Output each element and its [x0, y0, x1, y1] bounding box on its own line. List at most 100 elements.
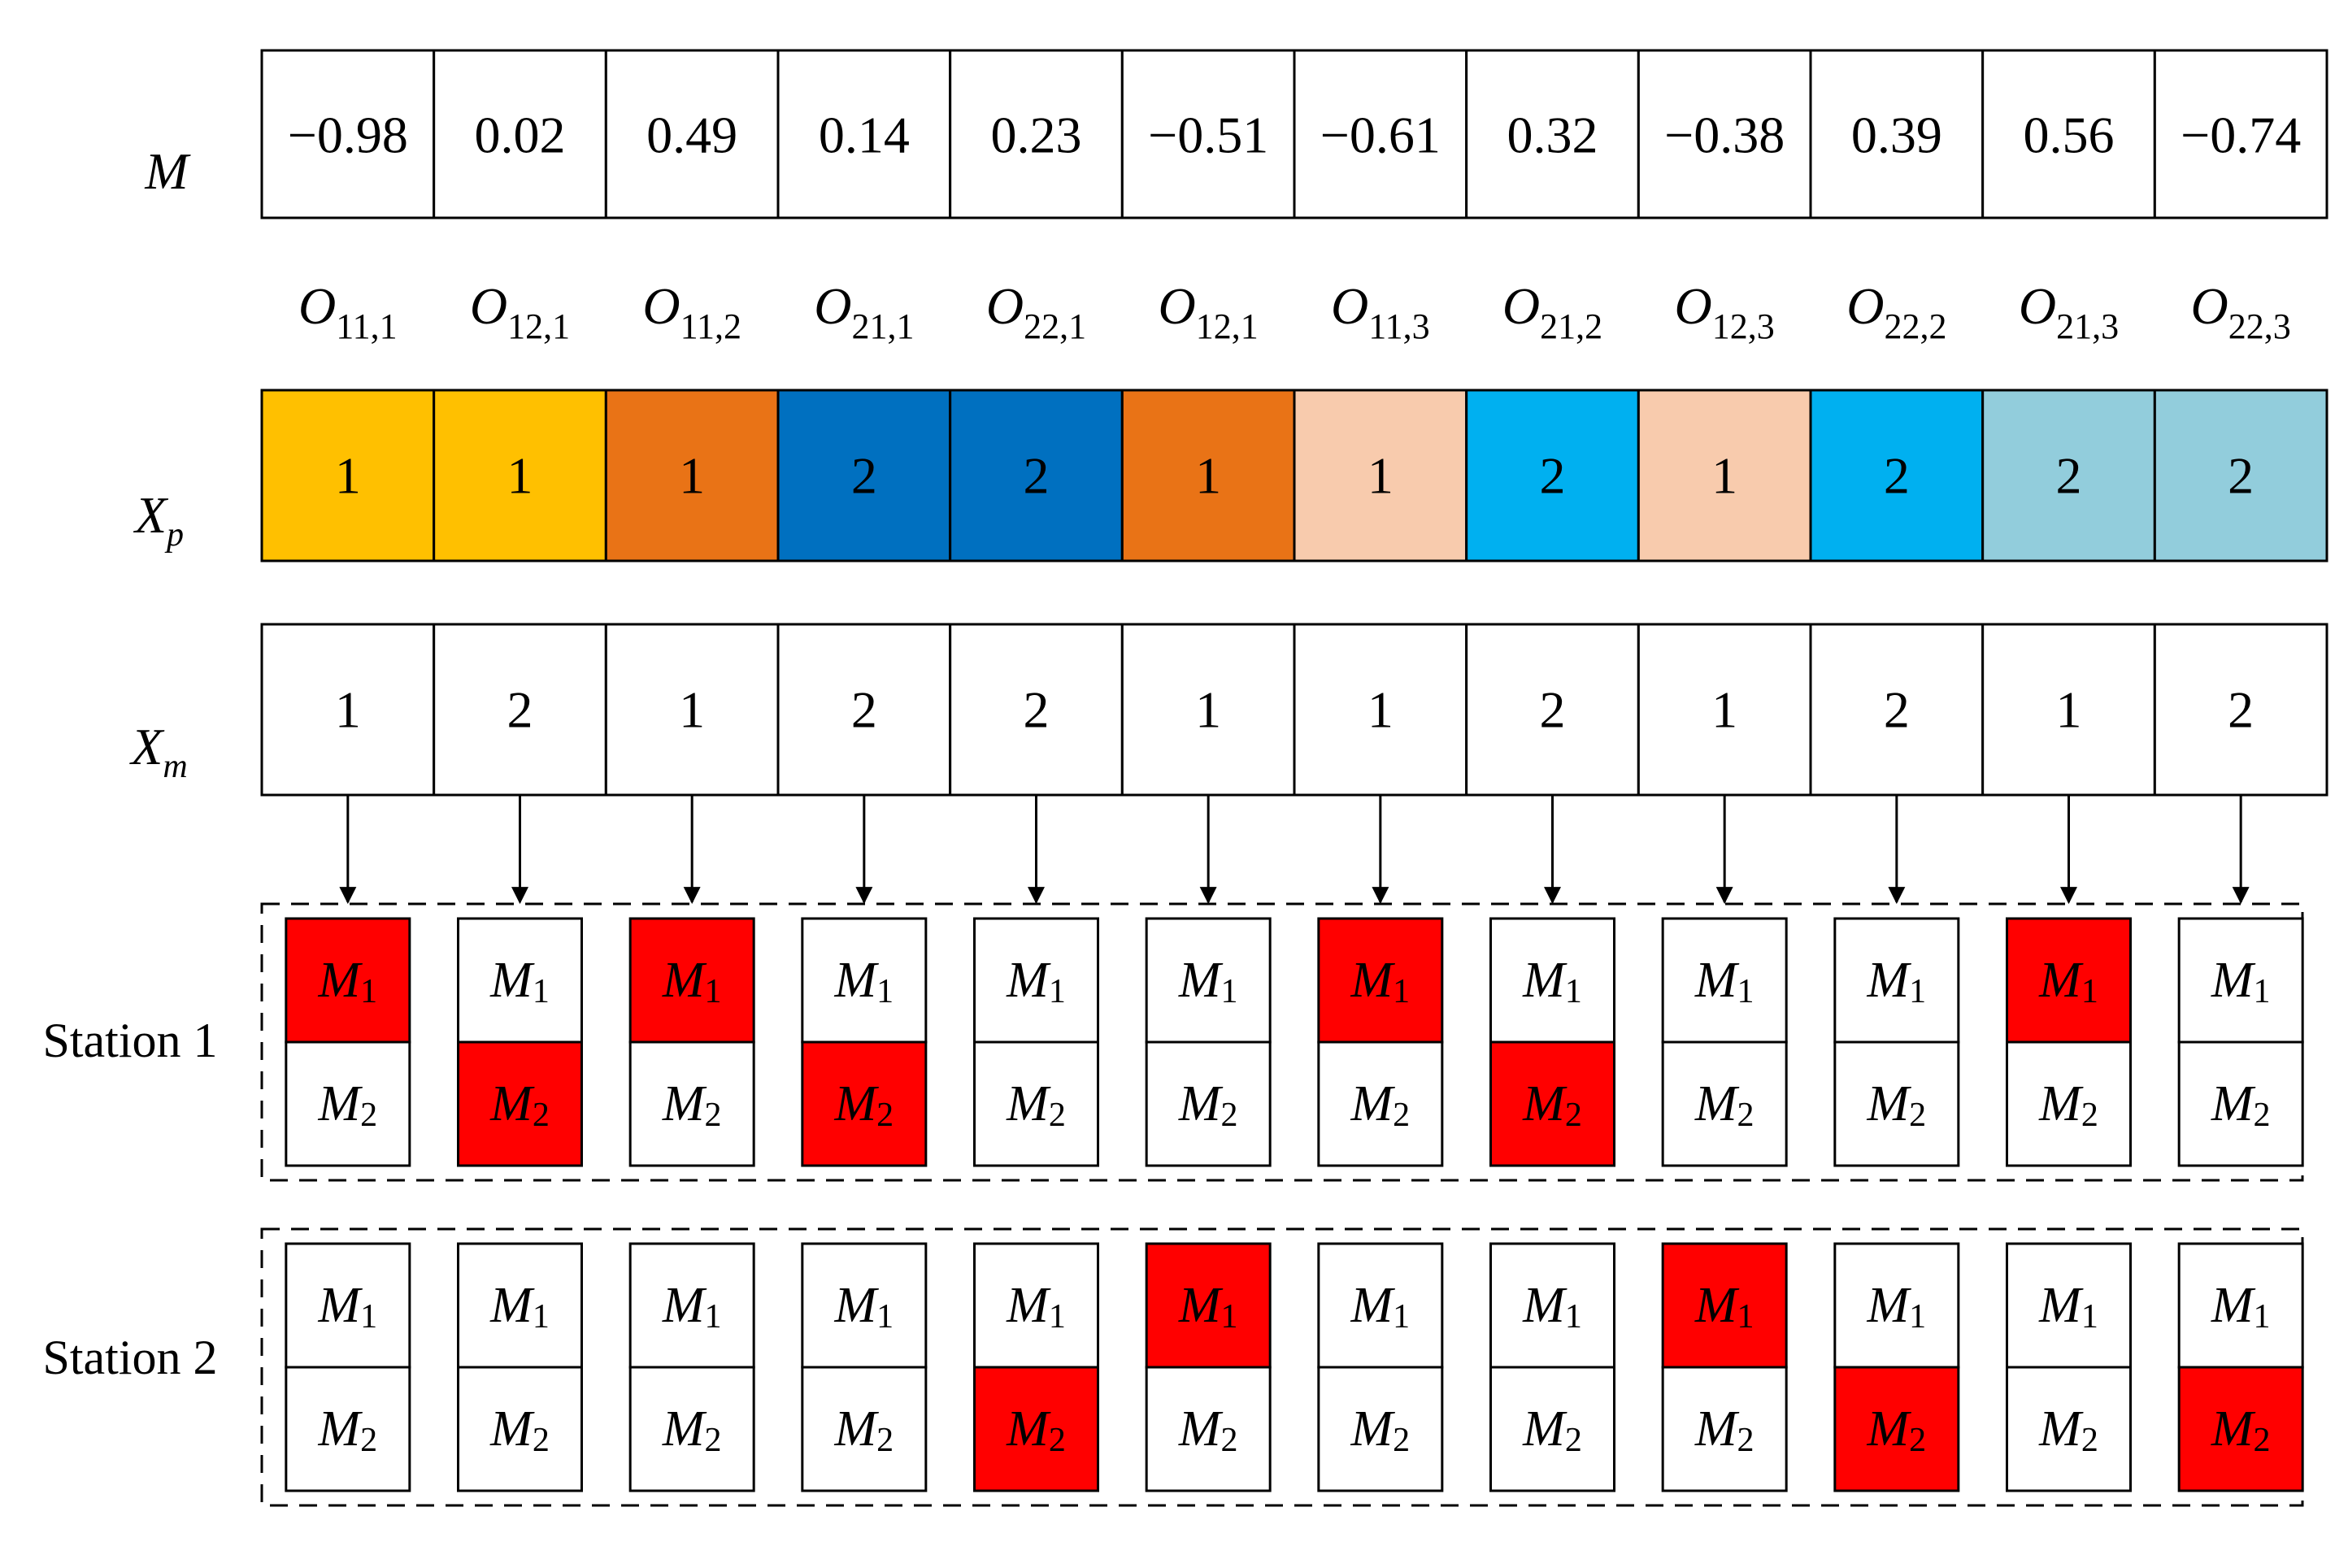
xp-cell — [2153, 389, 2328, 562]
machine-1-label: M1 — [2038, 953, 2098, 1010]
machine-2-slot — [2177, 1366, 2304, 1492]
xp-row: 1 1 1 2 2 1 1 2 1 2 2 2 — [260, 389, 2328, 562]
machine-2-label: M2 — [489, 1401, 550, 1459]
machine-1-label: M1 — [1350, 1278, 1411, 1336]
machine-1-label: M1 — [1522, 953, 1582, 1010]
machine-2-label: M2 — [1006, 1401, 1066, 1459]
machine-1-label: M1 — [2211, 1278, 2271, 1336]
machine-1-slot — [1145, 917, 1272, 1044]
machine-1-label: M1 — [489, 953, 550, 1010]
machine-1-slot — [973, 1242, 1099, 1369]
assignment-arrows — [339, 795, 2250, 905]
xp-value: 2 — [1024, 447, 1050, 505]
machine-1-slot — [1489, 917, 1615, 1044]
machine-1-label: M1 — [2038, 1278, 2098, 1336]
m-value: 0.14 — [819, 106, 910, 164]
machine-1-label: M1 — [489, 1278, 550, 1336]
m-cell — [1637, 49, 1812, 219]
machine-1-label: M1 — [1522, 1278, 1582, 1336]
machine-2-slot — [1661, 1366, 1788, 1492]
machine-2-slot — [1833, 1366, 1960, 1492]
row-label-xp: Xp — [133, 486, 184, 554]
machine-2-slot — [1489, 1366, 1615, 1492]
m-cell — [1120, 49, 1296, 219]
m-cell — [604, 49, 780, 219]
machine-1-label: M1 — [318, 1278, 378, 1336]
xp-cell — [1637, 389, 1812, 562]
m-value: −0.51 — [1148, 106, 1268, 164]
machine-2-label: M2 — [1522, 1401, 1582, 1459]
machine-2-slot — [628, 1040, 755, 1167]
xp-value: 2 — [2228, 447, 2254, 505]
operation-label: O22,2 — [1846, 277, 1946, 346]
machine-1-label: M1 — [1694, 953, 1754, 1010]
operation-label: O22,3 — [2191, 277, 2291, 346]
xp-value: 1 — [1711, 447, 1737, 505]
m-cell — [1981, 49, 2156, 219]
xm-cell — [604, 623, 780, 797]
station-2-label: Station 2 — [42, 1331, 217, 1384]
machine-2-slot — [457, 1366, 583, 1492]
machine-1-slot — [801, 917, 928, 1044]
station-1-machines: M1 M2 M1 M2 M1 M2 M1 M2 M1 M2 M1 M2 M1 M2 M1 M2 M1 M2 M1 M2… — [285, 917, 2304, 1167]
machine-2-slot — [801, 1366, 928, 1492]
machine-1-label: M1 — [318, 953, 378, 1010]
machine-2-label: M2 — [489, 1076, 550, 1134]
xm-value: 2 — [851, 681, 877, 739]
operation-label: O12,1 — [1159, 277, 1259, 346]
m-value: 0.02 — [475, 106, 566, 164]
machine-2-label: M2 — [1006, 1076, 1066, 1134]
xp-cell — [1809, 389, 1985, 562]
m-value: 0.56 — [2024, 106, 2115, 164]
xm-cell — [1120, 623, 1296, 797]
machine-2-slot — [285, 1040, 411, 1167]
m-cell — [1809, 49, 1985, 219]
m-cell — [433, 49, 607, 219]
machine-1-label: M1 — [662, 953, 722, 1010]
m-value: −0.74 — [2181, 106, 2301, 164]
machine-2-slot — [1145, 1040, 1272, 1167]
machine-2-slot — [1317, 1040, 1444, 1167]
xm-cell — [2153, 623, 2328, 797]
xp-value: 1 — [335, 447, 361, 505]
machine-2-slot — [285, 1366, 411, 1492]
xp-value: 1 — [679, 447, 705, 505]
m-value: 0.32 — [1507, 106, 1598, 164]
xm-value: 1 — [1711, 681, 1737, 739]
machine-2-slot — [801, 1040, 928, 1167]
machine-1-slot — [1661, 1242, 1788, 1369]
machine-2-label: M2 — [2211, 1401, 2271, 1459]
m-cell — [1465, 49, 1640, 219]
machine-2-label: M2 — [318, 1401, 378, 1459]
station-2-machines: M1 M2 M1 M2 M1 M2 M1 M2 M1 M2 M1 M2 M1 M2 M1 M2 M1 M2 M1 M2… — [285, 1242, 2304, 1492]
xm-value: 1 — [1367, 681, 1394, 739]
machine-2-slot — [2006, 1040, 2132, 1167]
machine-1-slot — [1145, 1242, 1272, 1369]
m-value: −0.38 — [1664, 106, 1785, 164]
machine-1-slot — [2177, 917, 2304, 1044]
xm-cell — [1637, 623, 1812, 797]
operation-row: O11,1 O12,1 O11,2 O21,1 O22,1 O12,1 O11,3 O21,2… — [298, 277, 2291, 346]
machine-2-slot — [1317, 1366, 1444, 1492]
operation-label: O11,1 — [298, 277, 398, 346]
machine-2-slot — [1145, 1366, 1272, 1492]
machine-1-slot — [1489, 1242, 1615, 1369]
machine-1-slot — [2006, 1242, 2132, 1369]
machine-1-slot — [285, 1242, 411, 1369]
m-cell — [776, 49, 952, 219]
machine-2-label: M2 — [1694, 1076, 1754, 1134]
machine-1-slot — [457, 1242, 583, 1369]
operation-label: O21,3 — [2019, 277, 2119, 346]
machine-2-label: M2 — [1350, 1076, 1411, 1134]
machine-2-label: M2 — [318, 1076, 378, 1134]
xm-row: 1 2 1 2 2 1 1 2 1 2 1 2 — [260, 623, 2328, 797]
machine-2-label: M2 — [1350, 1401, 1411, 1459]
machine-2-label: M2 — [662, 1401, 722, 1459]
machine-2-label: M2 — [2038, 1401, 2098, 1459]
machine-2-slot — [2177, 1040, 2304, 1167]
station-1-label: Station 1 — [42, 1014, 217, 1067]
m-cell — [1293, 49, 1468, 219]
machine-1-label: M1 — [834, 1278, 894, 1336]
